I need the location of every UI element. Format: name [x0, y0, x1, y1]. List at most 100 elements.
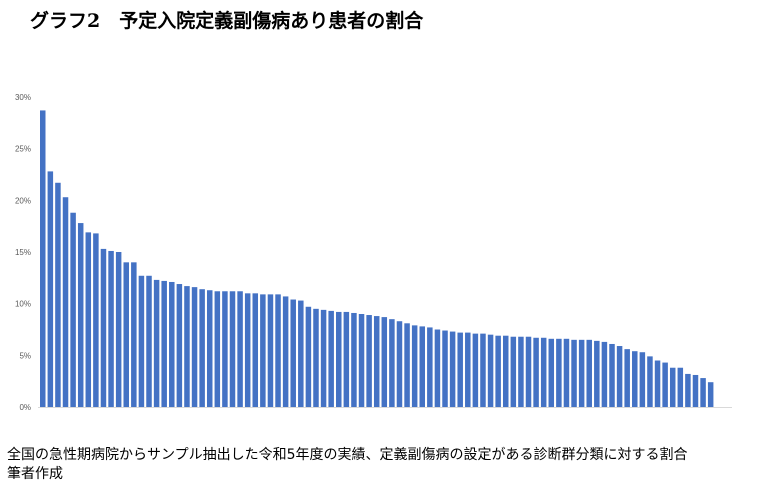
bar: [624, 349, 630, 407]
bar: [184, 286, 190, 407]
bar: [290, 300, 296, 407]
bar: [321, 310, 327, 407]
bar: [503, 336, 509, 407]
bar: [344, 312, 350, 407]
bar: [442, 331, 448, 407]
bar: [586, 340, 592, 407]
bar: [495, 336, 501, 407]
y-tick-label: 5%: [19, 351, 31, 360]
bar: [632, 351, 638, 407]
y-tick-label: 20%: [15, 196, 31, 205]
bar: [70, 213, 76, 407]
bar: [602, 342, 608, 407]
bar: [275, 294, 281, 407]
bar: [374, 316, 380, 407]
bar: [55, 183, 61, 407]
bar: [108, 251, 114, 407]
y-tick-label: 10%: [15, 300, 31, 309]
bar: [237, 291, 243, 407]
bar: [154, 280, 160, 407]
bar: [306, 307, 312, 407]
bar: [161, 281, 167, 407]
bar: [40, 110, 46, 407]
bar: [404, 323, 410, 407]
bar: [230, 291, 236, 407]
bar: [693, 375, 699, 407]
bar: [101, 249, 107, 407]
bar: [351, 313, 357, 407]
bar: [146, 276, 152, 407]
bar: [382, 317, 388, 407]
bar: [473, 334, 479, 407]
bar: [123, 262, 128, 407]
y-tick-label: 0%: [19, 403, 31, 412]
bar: [655, 361, 661, 408]
bar: [640, 352, 646, 407]
bar: [48, 171, 54, 407]
bar: [647, 356, 653, 407]
bar: [328, 311, 334, 407]
bar: [420, 326, 426, 407]
bar: [359, 314, 365, 407]
bar: [662, 363, 668, 407]
bar: [131, 262, 137, 407]
bar: [366, 315, 372, 407]
bar: [549, 339, 555, 407]
bar: [215, 291, 221, 407]
y-tick-label: 25%: [15, 145, 31, 154]
bar: [427, 327, 433, 407]
bar: [457, 333, 463, 407]
bar: [313, 309, 319, 407]
bar: [389, 319, 395, 407]
bar: [450, 332, 456, 407]
bar: [511, 337, 516, 407]
bar: [526, 337, 532, 407]
bar: [685, 374, 691, 407]
bar: [541, 338, 547, 407]
bars: [40, 110, 713, 407]
bar: [93, 233, 99, 407]
caption-note: 全国の急性期病院からサンプル抽出した令和5年度の実績、定義副傷病の設定がある診断…: [7, 446, 687, 465]
bar: [245, 293, 251, 407]
bar: [283, 296, 289, 407]
bar: [465, 333, 471, 407]
caption-author: 筆者作成: [7, 465, 687, 484]
bar: [700, 378, 706, 407]
bar: [268, 294, 274, 407]
y-axis-tick-labels: 0% 5% 10% 15% 20% 25% 30%: [15, 93, 31, 412]
bar: [298, 301, 304, 407]
bar: [556, 339, 562, 407]
bar: [518, 337, 524, 407]
bar: [253, 293, 259, 407]
bar: [86, 232, 92, 407]
bar: [480, 334, 486, 407]
y-tick-label: 15%: [15, 248, 31, 257]
bar: [670, 368, 676, 407]
caption: 全国の急性期病院からサンプル抽出した令和5年度の実績、定義副傷病の設定がある診断…: [7, 446, 687, 484]
bar: [579, 340, 585, 407]
bar: [564, 339, 570, 407]
bar: [412, 325, 418, 407]
bar: [571, 340, 577, 407]
bar: [222, 291, 228, 407]
bar: [139, 276, 145, 407]
bar: [116, 252, 122, 407]
bar: [435, 330, 441, 408]
bar: [609, 344, 615, 407]
bar: [192, 287, 198, 407]
bar: [397, 321, 403, 407]
bar: [617, 346, 623, 407]
bar: [488, 335, 494, 407]
bar: [63, 197, 69, 407]
bar: [199, 289, 205, 407]
y-tick-label: 30%: [15, 93, 31, 102]
bar: [78, 223, 84, 407]
bar: [533, 338, 539, 407]
bar: [708, 382, 714, 407]
bar: [177, 284, 183, 407]
bar: [207, 290, 213, 407]
bar: [260, 294, 266, 407]
bar: [678, 368, 684, 407]
bar: [169, 282, 175, 407]
bar: [336, 312, 342, 407]
